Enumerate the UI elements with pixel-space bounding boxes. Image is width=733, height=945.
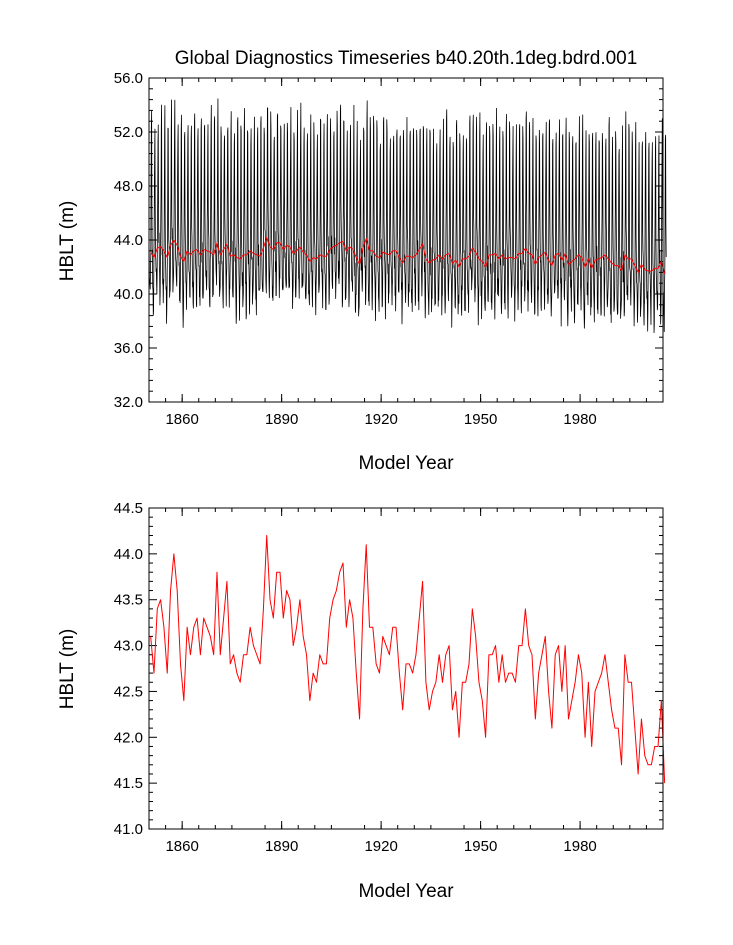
x-axis-title: Model Year <box>358 453 454 474</box>
y-tick-label: 41.5 <box>114 775 143 792</box>
y-tick-label: 48.0 <box>114 178 143 195</box>
x-axis-ticks: 1860 1890 1920 1950 1980 <box>148 78 664 428</box>
x-tick-label: 1890 <box>265 838 298 855</box>
chart-title: Global Diagnostics Timeseries b40.20th.1… <box>175 48 638 69</box>
y-tick-label: 44.5 <box>114 500 143 517</box>
y-tick-label: 56.0 <box>114 70 143 87</box>
y-tick-label: 43.0 <box>114 638 143 655</box>
y-tick-label: 41.0 <box>114 821 143 838</box>
y-tick-label: 32.0 <box>114 394 143 411</box>
x-tick-label: 1920 <box>364 411 397 428</box>
x-tick-label: 1890 <box>265 411 298 428</box>
bottom-panel: 41.0 41.5 42.0 42.5 43.0 43.5 44.0 44.5 1860 189… <box>57 500 666 902</box>
x-tick-label: 1980 <box>563 411 596 428</box>
x-tick-label: 1980 <box>563 838 596 855</box>
y-tick-label: 40.0 <box>114 286 143 303</box>
x-tick-label: 1860 <box>165 838 198 855</box>
y-axis-title: HBLT (m) <box>57 201 78 282</box>
y-tick-label: 36.0 <box>114 340 143 357</box>
x-axis-title: Model Year <box>358 881 454 902</box>
x-tick-label: 1950 <box>464 411 497 428</box>
x-tick-label: 1950 <box>464 838 497 855</box>
monthly-series-path <box>148 98 667 334</box>
y-tick-label: 43.5 <box>114 592 143 609</box>
y-tick-label: 42.0 <box>114 729 143 746</box>
plot-frame <box>148 77 664 403</box>
x-tick-label: 1860 <box>165 411 198 428</box>
y-tick-label: 44.0 <box>114 232 143 249</box>
y-tick-label: 52.0 <box>114 124 143 141</box>
monthly-series-line <box>148 98 667 334</box>
y-axis-ticks: 41.0 41.5 42.0 42.5 43.0 43.5 44.0 44.5 <box>114 500 663 838</box>
x-axis-ticks: 1860 1890 1920 1950 1980 <box>148 508 664 855</box>
y-tick-label: 44.0 <box>114 546 143 563</box>
plot-frame <box>148 507 664 830</box>
y-tick-label: 42.5 <box>114 683 143 700</box>
x-tick-label: 1920 <box>364 838 397 855</box>
top-panel: Global Diagnostics Timeseries b40.20th.1… <box>57 48 667 474</box>
annual-mean-line <box>150 236 666 274</box>
annual-mean-line-path <box>150 535 666 784</box>
annual-mean-line <box>150 535 666 784</box>
y-axis-title: HBLT (m) <box>57 629 78 710</box>
y-axis-ticks: 32.0 36.0 40.0 44.0 48.0 52.0 56.0 <box>114 70 663 411</box>
annual-mean-overlay-path <box>150 236 666 274</box>
